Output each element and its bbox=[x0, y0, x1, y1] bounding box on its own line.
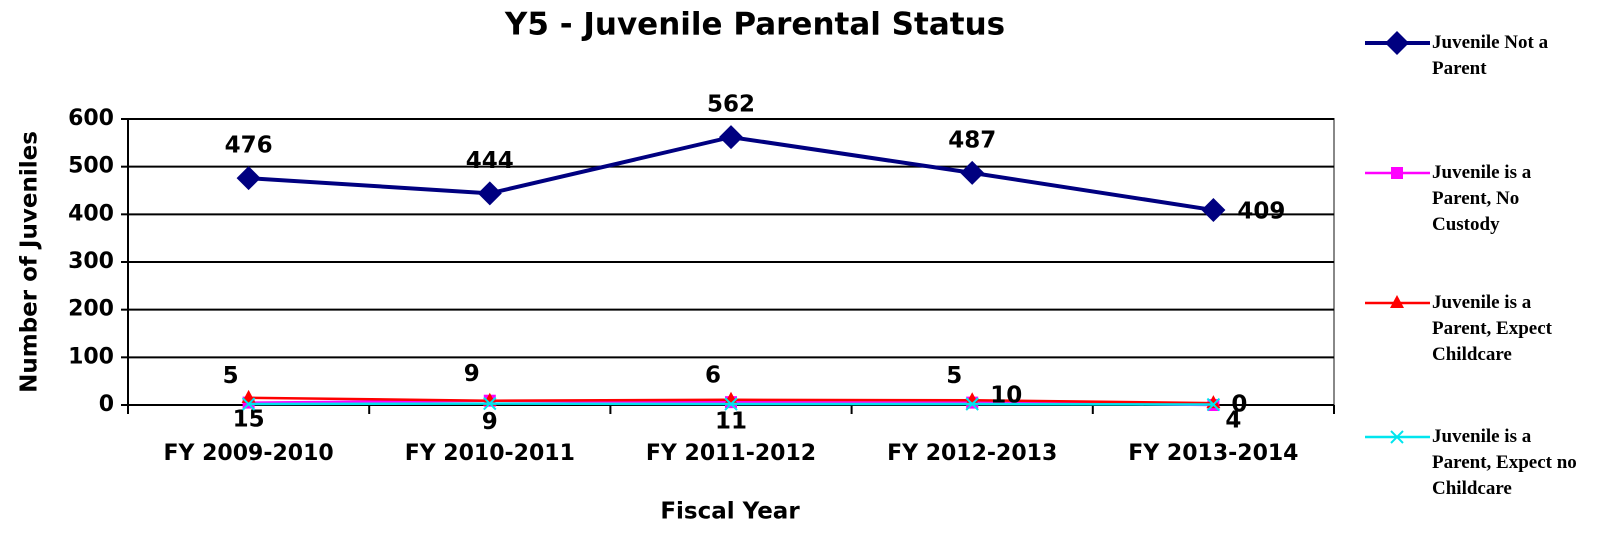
y-tick-label: 500 bbox=[68, 154, 114, 179]
x-tick-label: FY 2009-2010 bbox=[163, 441, 333, 466]
marker bbox=[236, 166, 261, 191]
marker bbox=[1385, 31, 1409, 55]
marker bbox=[1390, 295, 1404, 308]
marker bbox=[241, 389, 256, 403]
marker bbox=[965, 397, 979, 411]
data-label: 5 bbox=[946, 363, 962, 389]
x-tick-label: FY 2010-2011 bbox=[405, 441, 575, 466]
y-tick-label: 200 bbox=[68, 297, 114, 322]
y-tick-label: 400 bbox=[68, 201, 114, 226]
data-label: 487 bbox=[948, 127, 996, 153]
y-tick-label: 100 bbox=[68, 344, 114, 369]
marker bbox=[241, 397, 256, 411]
legend-label: Juvenile Not a Parent bbox=[1432, 32, 1549, 79]
y-tick-label: 0 bbox=[99, 392, 114, 417]
data-label: 444 bbox=[466, 148, 514, 174]
marker bbox=[1206, 397, 1221, 412]
data-label: 5 bbox=[223, 363, 239, 389]
x-tick-label: FY 2012-2013 bbox=[887, 441, 1057, 466]
marker bbox=[1201, 198, 1226, 223]
legend-label: Juvenile is a Parent, Expect Childcare bbox=[1432, 292, 1552, 365]
chart-title: Y5 - Juvenile Parental Status bbox=[504, 7, 1005, 43]
marker bbox=[477, 181, 502, 206]
data-label: 562 bbox=[707, 92, 755, 118]
data-label: 476 bbox=[225, 133, 273, 159]
legend-label: Juvenile is a Parent, No Custody bbox=[1432, 162, 1532, 235]
marker bbox=[960, 160, 985, 185]
legend-label: Juvenile is a Parent, Expect no Childcar… bbox=[1432, 426, 1577, 499]
x-axis-title: Fiscal Year bbox=[660, 499, 800, 525]
y-axis-title: Number of Juveniles bbox=[17, 131, 43, 393]
marker bbox=[1391, 167, 1403, 179]
y-tick-label: 600 bbox=[68, 106, 114, 131]
data-label: 11 bbox=[715, 408, 747, 434]
x-tick-label: FY 2013-2014 bbox=[1128, 441, 1298, 466]
data-label: 9 bbox=[464, 361, 480, 387]
marker bbox=[965, 392, 980, 406]
marker bbox=[1390, 430, 1404, 444]
data-label: 9 bbox=[482, 409, 498, 435]
data-label: 6 bbox=[705, 363, 721, 389]
data-label: 4 bbox=[1225, 408, 1241, 434]
marker bbox=[724, 397, 738, 411]
data-label: 0 bbox=[1231, 392, 1247, 418]
y-tick-label: 300 bbox=[68, 249, 114, 274]
marker bbox=[483, 396, 497, 411]
marker bbox=[719, 125, 743, 150]
data-label: 15 bbox=[233, 406, 265, 432]
x-tick-label: FY 2011-2012 bbox=[646, 441, 816, 466]
data-label: 409 bbox=[1237, 199, 1285, 225]
